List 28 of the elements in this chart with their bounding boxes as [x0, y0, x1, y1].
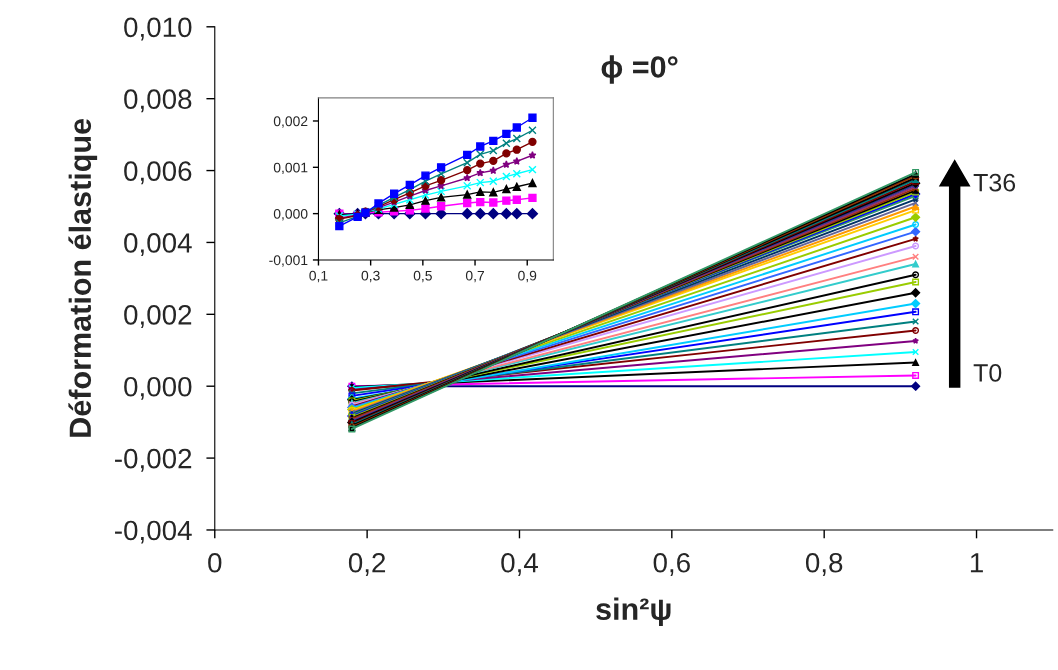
x-tick-label: 0,1	[309, 270, 328, 283]
y-tick-label: 0,002	[273, 116, 308, 128]
x-tick-label: 0,9	[518, 270, 537, 283]
x-tick-label: 0,4	[501, 552, 538, 576]
x-tick-label: 0,8	[805, 552, 843, 576]
y-tick-label: 0,000	[124, 376, 192, 400]
y-axis-title: Déformation élastique	[68, 118, 98, 437]
x-axis-title: sin²ψ	[596, 597, 671, 627]
x-tick-label: 0	[208, 552, 222, 573]
annotation: T0	[973, 364, 1002, 382]
x-tick-label: 0,2	[348, 552, 386, 576]
y-tick-label: 0,008	[124, 89, 192, 113]
x-tick-label: 0,3	[361, 270, 380, 283]
y-tick-label: 0,002	[124, 304, 192, 328]
y-tick-label: -0,002	[115, 448, 192, 472]
x-tick-label: 0,5	[413, 270, 432, 283]
annotation: ϕ =0°	[601, 55, 678, 84]
y-tick-label: -0,001	[269, 255, 308, 267]
y-tick-label: 0,004	[124, 233, 192, 257]
y-tick-label: -0,004	[115, 520, 192, 544]
y-tick-label: 0,006	[124, 161, 192, 185]
x-tick-label: 0,6	[653, 552, 690, 576]
y-tick-label: 0,000	[273, 208, 308, 221]
x-tick-label: 0,7	[465, 270, 484, 283]
y-tick-label: 0,010	[124, 17, 192, 41]
y-tick-label: 0,001	[273, 162, 308, 175]
annotation: T36	[973, 173, 1016, 192]
x-tick-label: 1	[970, 553, 983, 573]
